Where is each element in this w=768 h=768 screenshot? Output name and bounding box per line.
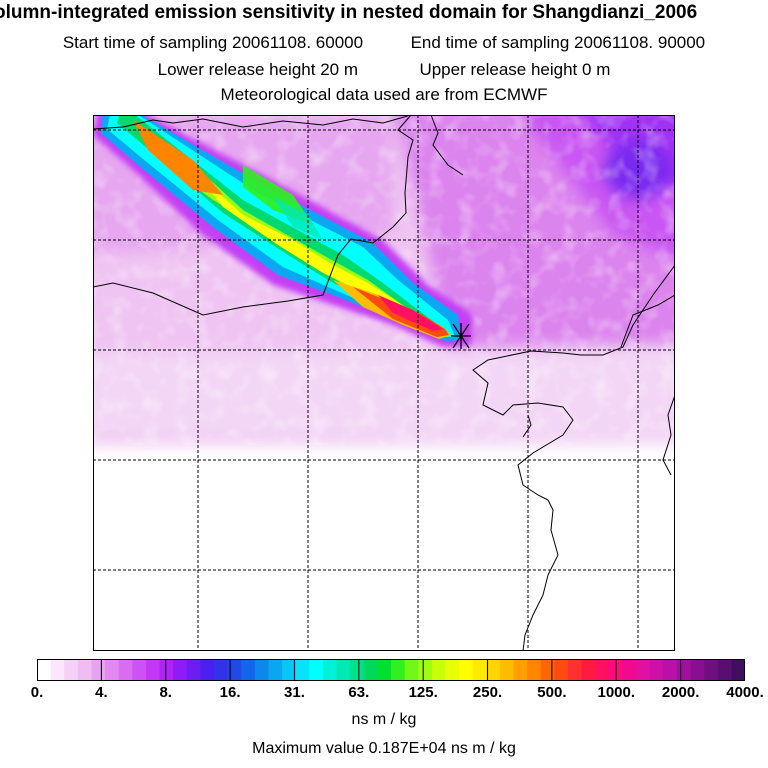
colorbar-segment — [200, 659, 215, 681]
colorbar-segment — [309, 659, 324, 681]
colorbar-segment — [690, 659, 705, 681]
colorbar-segment — [540, 659, 555, 681]
colorbar-segment — [472, 659, 487, 681]
maximum-value-line: Maximum value 0.187E+04 ns m / kg — [0, 740, 768, 758]
colorbar-segment — [227, 659, 242, 681]
colorbar-segment — [322, 659, 338, 681]
colorbar-unit: ns m / kg — [351, 711, 417, 728]
lower-height-label: Lower release height — [157, 60, 316, 79]
colorbar-segment — [459, 659, 474, 681]
colorbar-segment — [568, 659, 583, 681]
upper-height-label: Upper release height — [419, 60, 578, 79]
figure-title: olumn-integrated emission sensitivity in… — [0, 2, 698, 23]
colorbar-tick-label: 250. — [472, 684, 503, 701]
end-time-value: 20061108. 90000 — [574, 33, 706, 52]
colorbar-segment — [118, 659, 133, 681]
max-label: Maximum value — [252, 740, 365, 757]
colorbar-tick-label: 63. — [348, 684, 370, 701]
colorbar-segment — [377, 659, 392, 681]
colorbar-segment — [145, 659, 161, 681]
colorbar-tick-label: 4. — [95, 684, 108, 701]
colorbar-segment — [731, 659, 745, 681]
map-frame — [93, 115, 675, 651]
colorbar-segment — [554, 659, 569, 681]
colorbar-tick-label: 1000. — [597, 684, 636, 701]
colorbar-tick-label: 0. — [30, 684, 44, 701]
sensitivity-map — [93, 115, 675, 651]
release-height-line: Lower release height 20 m Upper release … — [0, 60, 768, 80]
colorbar-segment — [527, 659, 542, 681]
colorbar-tick-label: 8. — [159, 684, 172, 701]
colorbar-segment — [77, 659, 92, 681]
colorbar-segment — [363, 659, 378, 681]
release-site-cross-icon — [451, 323, 471, 349]
colorbar-segment — [105, 659, 120, 681]
colorbar-segment — [241, 659, 256, 681]
colorbar-segment — [622, 659, 637, 681]
met-data-line: Meteorological data used are from ECMWF — [220, 85, 548, 104]
colorbar-segment — [418, 659, 433, 681]
colorbar-segment — [676, 659, 692, 681]
colorbar-segment — [391, 659, 406, 681]
lat-lon-grid — [93, 115, 675, 651]
colorbar-segment — [431, 659, 446, 681]
colorbar-segment — [91, 659, 106, 681]
colorbar-segment — [499, 659, 515, 681]
colorbar-segment — [486, 659, 501, 681]
colorbar-segment — [254, 659, 269, 681]
colorbar — [37, 659, 745, 681]
colorbar-segment — [132, 659, 147, 681]
colorbar-segment — [64, 659, 79, 681]
colorbar-tick-label: 4000. — [726, 684, 764, 701]
lower-height-value: 20 m — [320, 60, 358, 79]
colorbar-segment — [581, 659, 596, 681]
colorbar-segment — [595, 659, 610, 681]
colorbar-segments — [37, 659, 745, 681]
colorbar-segment — [513, 659, 528, 681]
colorbar-tick-label: 125. — [408, 684, 438, 701]
end-time-label: End time of sampling — [410, 33, 570, 52]
colorbar-segment — [663, 659, 678, 681]
colorbar-segment — [173, 659, 188, 681]
sampling-time-line: Start time of sampling 20061108. 60000 E… — [0, 33, 768, 53]
colorbar-tick-label: 500. — [537, 684, 567, 701]
colorbar-dividers — [100, 659, 682, 681]
plume — [93, 115, 473, 347]
max-unit: ns m / kg — [450, 740, 516, 757]
colorbar-segment — [717, 659, 732, 681]
colorbar-segment — [350, 659, 365, 681]
colorbar-tick-label: 2000. — [661, 684, 700, 701]
borders-and-coastline — [93, 115, 675, 651]
colorbar-segment — [186, 659, 201, 681]
start-time-value: 20061108. 60000 — [231, 33, 364, 52]
colorbar-segment — [159, 659, 174, 681]
colorbar-tick-label: 31. — [284, 684, 305, 701]
colorbar-segment — [336, 659, 351, 681]
colorbar-segment — [649, 659, 664, 681]
max-value: 0.187E+04 — [368, 740, 447, 757]
colorbar-segment — [282, 659, 297, 681]
start-time-label: Start time of sampling — [62, 33, 228, 52]
upper-height-value: 0 m — [582, 60, 611, 79]
colorbar-segment — [37, 659, 52, 681]
colorbar-segment — [636, 659, 651, 681]
colorbar-segment — [214, 659, 229, 681]
colorbar-segment — [50, 659, 65, 681]
colorbar-segment — [445, 659, 460, 681]
colorbar-segment — [704, 659, 719, 681]
colorbar-segment — [295, 659, 310, 681]
colorbar-segment — [404, 659, 419, 681]
colorbar-tick-label: 16. — [219, 684, 241, 701]
colorbar-segment — [268, 659, 283, 681]
colorbar-frame — [37, 659, 745, 681]
